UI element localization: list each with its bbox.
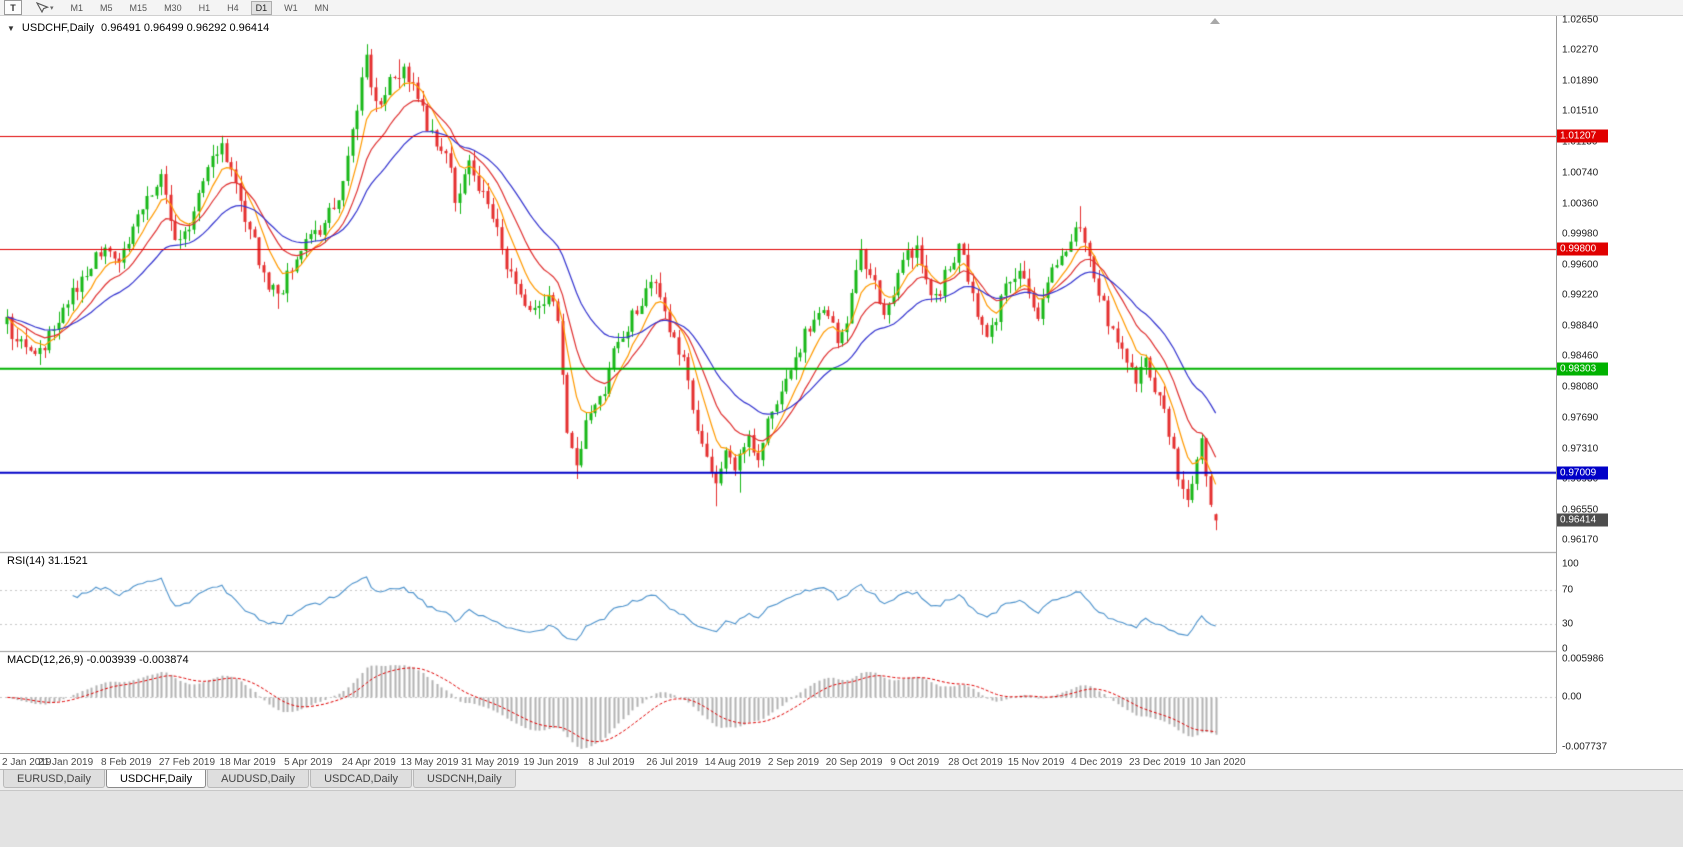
price-tick-label: 0.99220: [1562, 289, 1599, 301]
price-tick-label: 0.96550: [1562, 504, 1599, 515]
date-axis-label: 8 Jul 2019: [588, 757, 635, 768]
timeframe-button-m1[interactable]: M1: [70, 2, 84, 13]
timeframe-button-m30[interactable]: M30: [164, 2, 182, 13]
rsi-tick-label: 30: [1562, 618, 1574, 629]
date-axis-label: 19 Jun 2019: [523, 757, 579, 768]
timeframe-button-h1[interactable]: H1: [198, 2, 211, 13]
date-axis-label: 20 Sep 2019: [825, 757, 883, 768]
chart-tab-eurusd-daily[interactable]: EURUSD,Daily: [3, 770, 105, 788]
date-axis-label: 15 Nov 2019: [1007, 757, 1065, 768]
date-axis-label: 28 Oct 2019: [948, 757, 1003, 768]
date-axis-label: 31 May 2019: [461, 757, 520, 768]
price-tick-label: 0.96170: [1562, 534, 1599, 546]
rsi-tick-label: 70: [1562, 584, 1574, 595]
price-tick-label: 1.02650: [1562, 14, 1599, 26]
price-tick-label: 0.99980: [1562, 228, 1599, 240]
timeframe-button-d1[interactable]: D1: [250, 0, 273, 15]
price-tick-label: 0.98840: [1562, 320, 1599, 332]
timeframe-button-group: M1 M5 M15 M30 H1 H4 D1 W1 MN: [66, 0, 341, 15]
rsi-tick-label: 100: [1562, 558, 1579, 570]
chart-plot-area[interactable]: ▼ USDCHF,Daily 0.96491 0.96499 0.96292 0…: [0, 16, 1556, 753]
chart-shift-marker-icon[interactable]: [1210, 18, 1220, 24]
chart-tab-usdcad-daily[interactable]: USDCAD,Daily: [310, 770, 413, 788]
timeframe-button-m15[interactable]: M15: [129, 2, 148, 13]
chart-tab-bar: EURUSD,Daily USDCHF,Daily AUDUSD,Daily USDC…: [0, 769, 1683, 790]
chart-toolbar: T ▾ M1 M5 M15 M30 H1 H4 D1 W1 MN: [0, 0, 1683, 16]
chevron-down-icon: ▾: [50, 4, 54, 12]
date-axis-label: 21 Jan 2019: [38, 757, 94, 768]
timeframe-button-w1[interactable]: W1: [284, 2, 298, 13]
hline-price-tag: 0.98303: [1557, 362, 1608, 376]
date-axis-label: 5 Apr 2019: [284, 757, 333, 768]
date-axis-label: 24 Apr 2019: [341, 757, 396, 768]
date-axis-label: 27 Feb 2019: [158, 757, 216, 768]
time-scale[interactable]: 2 Jan 2019 21 Jan 2019 8 Feb 2019 27 Feb 20…: [0, 753, 1556, 769]
date-axis-label: 9 Oct 2019: [890, 757, 940, 768]
date-axis-label: 2 Jan 2019: [2, 757, 52, 768]
chart-tab-audusd-daily[interactable]: AUDUSD,Daily: [207, 770, 310, 788]
timeframe-button-h4[interactable]: H4: [227, 2, 239, 13]
hline-price-tag: 0.99800: [1557, 242, 1608, 256]
price-tick-label: 1.00360: [1562, 198, 1599, 210]
macd-tick-label: 0.00: [1562, 691, 1582, 703]
price-tick-label: 1.00740: [1562, 167, 1599, 179]
status-area: [0, 790, 1683, 847]
macd-tick-label: 0.005986: [1562, 653, 1604, 665]
price-tick-label: 0.98460: [1562, 350, 1599, 362]
date-axis-label: 13 May 2019: [400, 757, 459, 768]
text-tool-button[interactable]: T: [4, 0, 22, 15]
timeframe-button-mn[interactable]: MN: [314, 2, 329, 13]
chart-canvas[interactable]: [0, 16, 1556, 753]
hline-price-tag: 1.01207: [1557, 129, 1608, 143]
cursor-tool-button[interactable]: ▾: [36, 2, 54, 13]
price-tick-label: 0.97690: [1562, 412, 1599, 424]
price-tick-label: 1.01890: [1562, 75, 1599, 87]
date-axis-label: 8 Feb 2019: [100, 757, 152, 768]
chart-tab-usdcnh-daily[interactable]: USDCNH,Daily: [413, 770, 516, 788]
price-tick-label: 1.02270: [1562, 44, 1599, 56]
date-axis-label: 23 Dec 2019: [1128, 757, 1186, 768]
current-price-tag: 0.96414: [1557, 513, 1608, 527]
date-axis-label: 18 Mar 2019: [219, 757, 276, 768]
date-axis-label: 4 Dec 2019: [1071, 757, 1123, 768]
cursor-icon: [36, 2, 49, 13]
hline-price-tag: 0.97009: [1557, 466, 1608, 480]
price-tick-label: 1.01510: [1562, 105, 1599, 117]
date-axis-label: 2 Sep 2019: [767, 757, 820, 768]
price-tick-label: 0.98080: [1562, 381, 1599, 393]
macd-tick-label: -0.007737: [1562, 741, 1608, 753]
timeframe-button-m5[interactable]: M5: [100, 2, 113, 13]
price-scale[interactable]: 1.026501.022701.018901.015101.011301.007…: [1556, 14, 1683, 753]
rsi-tick-label: 0: [1562, 643, 1568, 655]
date-axis-label: 10 Jan 2020: [1190, 757, 1246, 768]
chart-tab-usdchf-daily[interactable]: USDCHF,Daily: [105, 770, 207, 788]
price-tick-label: 0.97310: [1562, 443, 1599, 455]
price-tick-label: 0.99600: [1562, 259, 1599, 271]
date-axis-label: 14 Aug 2019: [704, 757, 761, 768]
date-axis-label: 26 Jul 2019: [646, 757, 698, 768]
